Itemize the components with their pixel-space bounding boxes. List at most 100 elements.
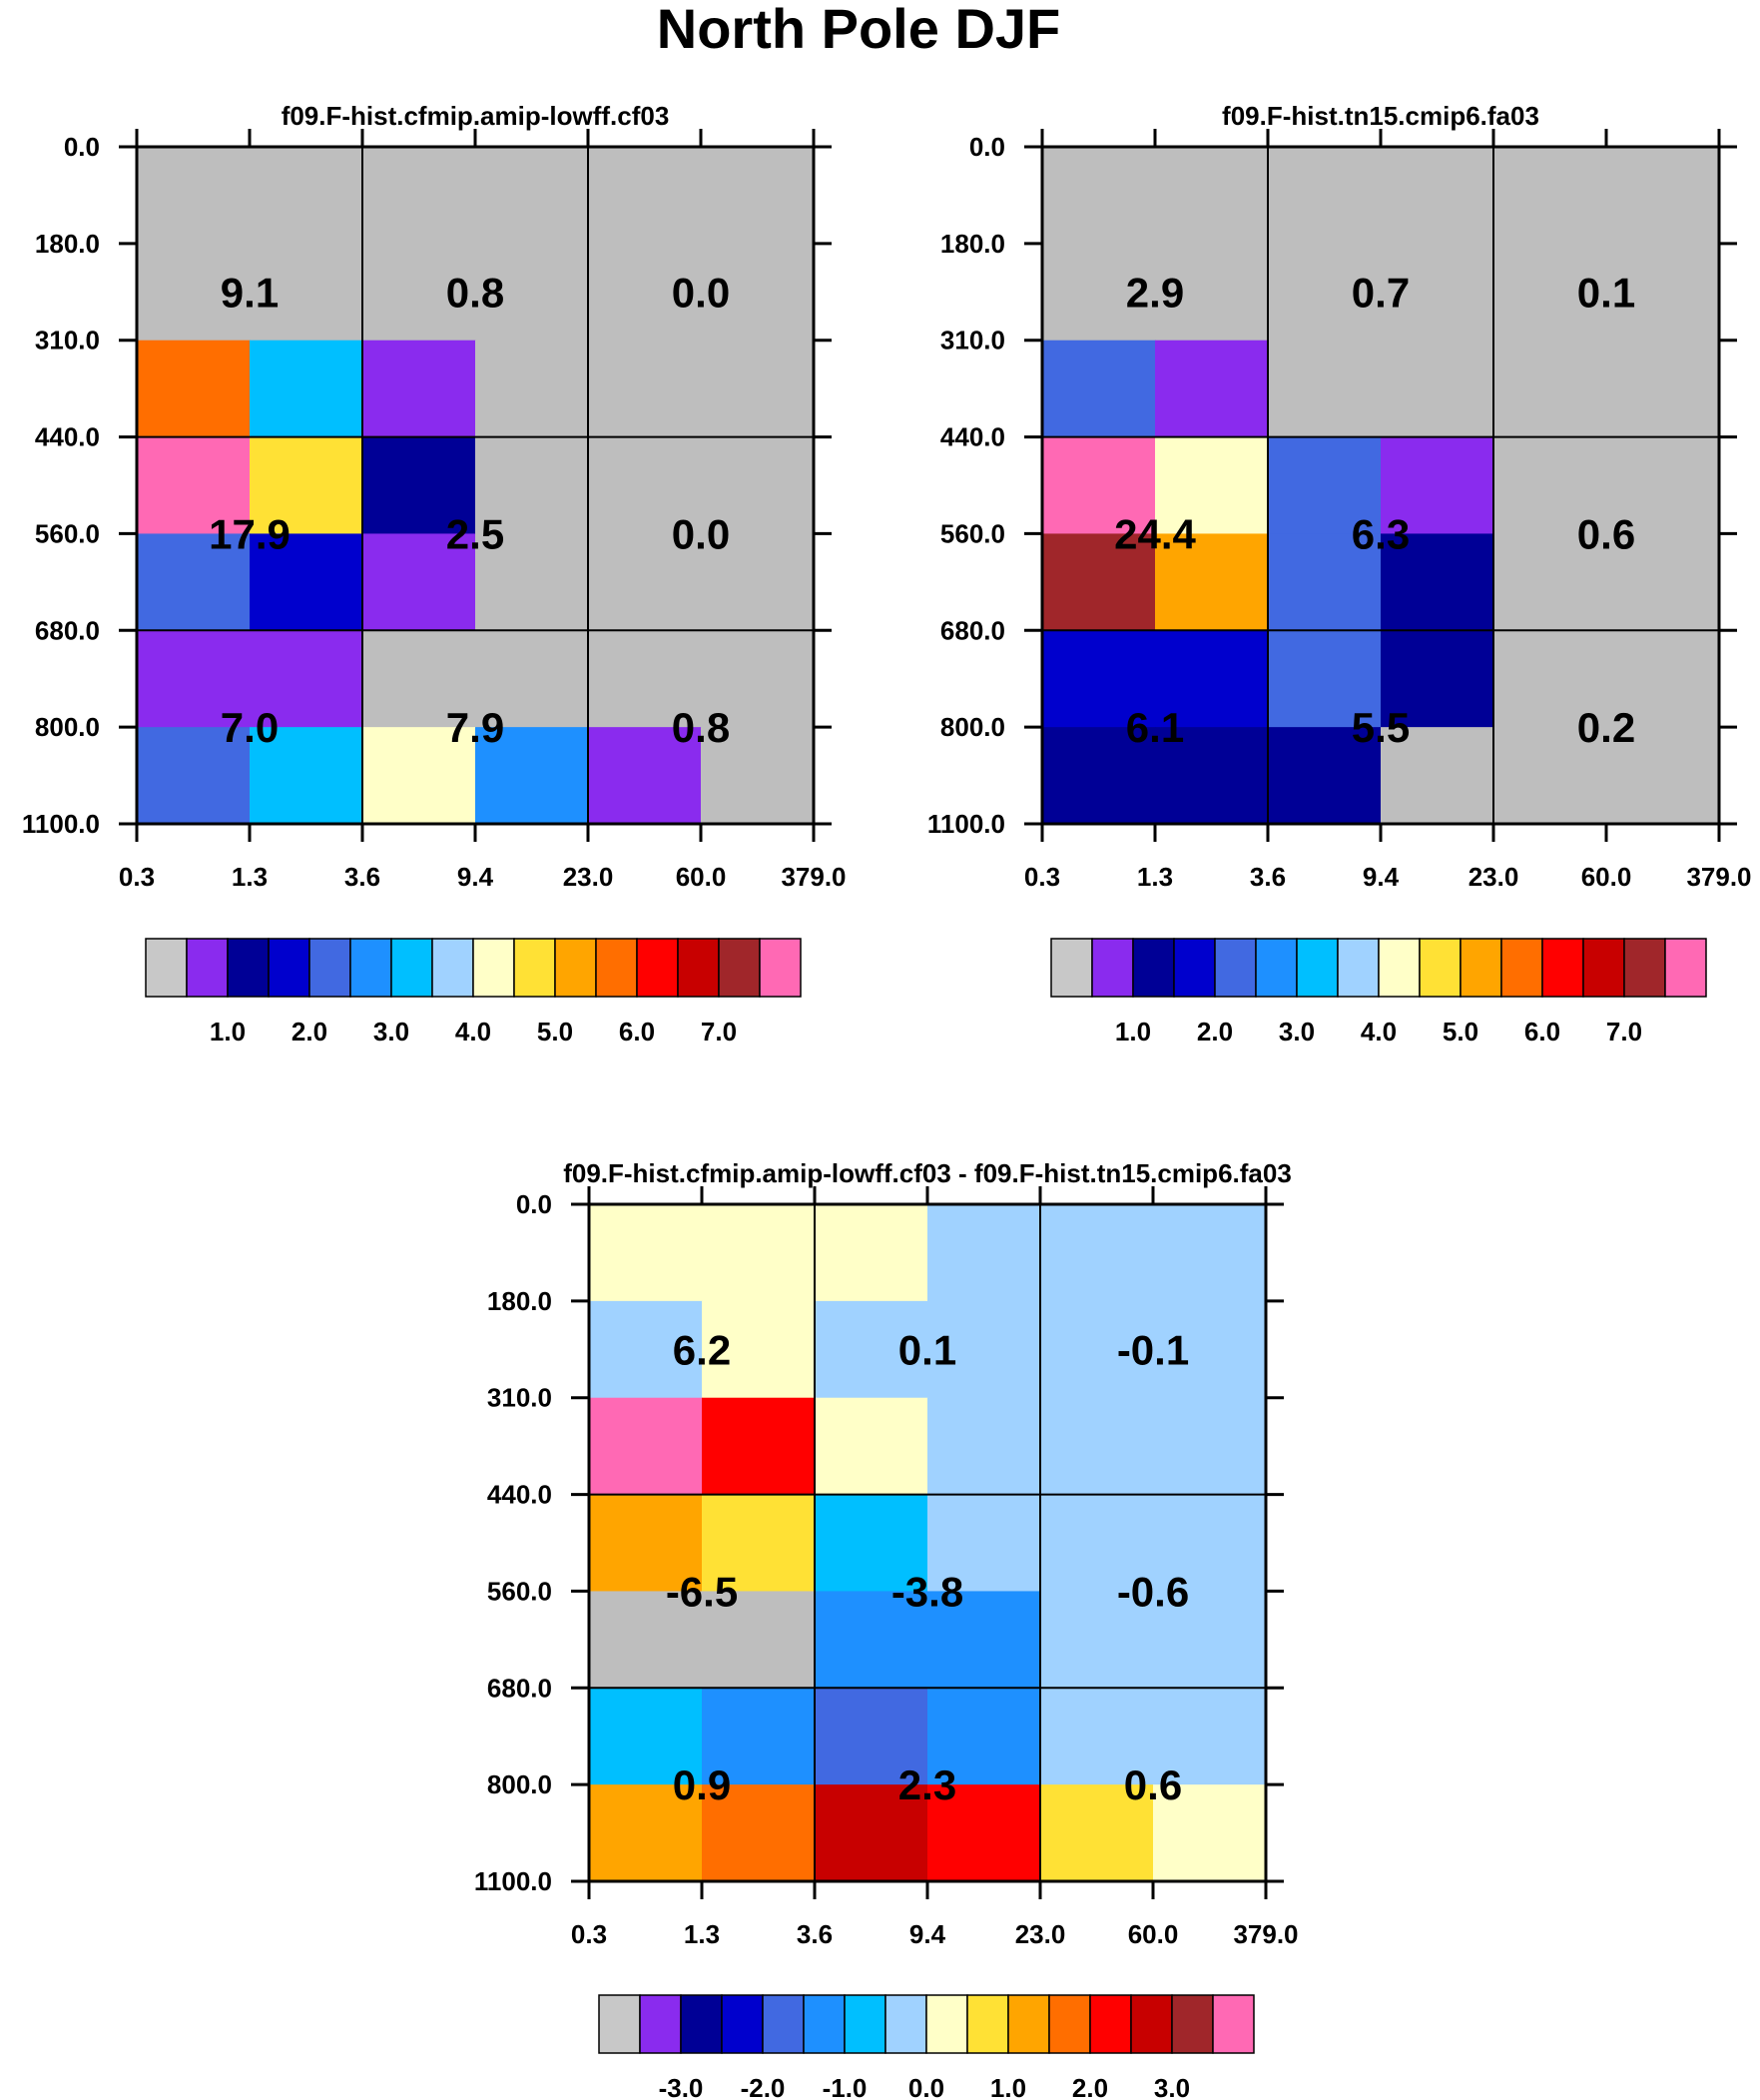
colorbar-label: 1.0: [990, 2073, 1026, 2100]
heatmap-cell: [701, 243, 815, 342]
y-tick-label: 440.0: [487, 1480, 552, 1510]
heatmap-cell: [362, 147, 476, 245]
panel-title: f09.F-hist.cfmip.amip-lowff.cf03 - f09.F…: [563, 1158, 1292, 1188]
heatmap-cell: [1381, 340, 1494, 438]
bin-value-label: 0.2: [1577, 704, 1635, 751]
heatmap-cell: [250, 727, 363, 825]
x-tick-label: 0.3: [1024, 862, 1060, 892]
heatmap-cell: [1493, 147, 1607, 245]
heatmap-cell: [1040, 1688, 1154, 1785]
bin-value-label: 2.9: [1126, 269, 1184, 316]
x-tick-label: 9.4: [1363, 862, 1400, 892]
colorbar-swatch: [598, 1994, 641, 2054]
heatmap-cell: [588, 533, 702, 631]
colorbar-swatch: [268, 938, 310, 998]
heatmap-cell: [475, 630, 589, 728]
heatmap-cell: [1153, 1688, 1267, 1785]
heatmap-cell: [815, 1688, 928, 1785]
heatmap-cell: [1268, 727, 1382, 825]
heatmap-cell: [701, 340, 815, 438]
panel-title: f09.F-hist.cfmip.amip-lowff.cf03: [282, 101, 670, 131]
heatmap-cell: [589, 1591, 703, 1689]
colorbar-swatch: [595, 938, 638, 998]
bin-value-label: -0.1: [1117, 1326, 1189, 1373]
colorbar-swatch: [759, 938, 802, 998]
colorbar-swatch: [966, 1994, 1009, 2054]
colorbar-label: -1.0: [823, 2073, 868, 2100]
heatmap-cell: [475, 533, 589, 631]
colorbar-swatch: [1214, 938, 1257, 998]
y-tick-label: 800.0: [35, 712, 100, 742]
colorbar-swatch: [145, 938, 188, 998]
colorbar-swatch: [1171, 1994, 1214, 2054]
heatmap-cell: [701, 727, 815, 825]
panel-1: f09.F-hist.cfmip.amip-lowff.cf03 0.0 180.0…: [22, 101, 847, 1047]
colorbar-swatch: [1050, 938, 1093, 998]
colorbar-label: 1.0: [1115, 1017, 1151, 1047]
y-tick-label: 440.0: [35, 422, 100, 452]
heatmap-cell: [1042, 533, 1156, 631]
heatmap-cell: [927, 1397, 1041, 1496]
colorbar-label: 2.0: [292, 1017, 327, 1047]
colorbar-swatch: [390, 938, 433, 998]
heatmap-cell: [1268, 147, 1382, 245]
heatmap-cell: [137, 340, 251, 438]
bin-value-label: 24.4: [1114, 510, 1196, 557]
colorbar-swatch: [636, 938, 679, 998]
heatmap-cell: [1042, 243, 1156, 342]
bin-value-label: 0.1: [1577, 269, 1635, 316]
colorbar-swatch: [884, 1994, 927, 2054]
heatmap-cell: [1268, 340, 1382, 438]
heatmap-cell: [137, 147, 251, 245]
x-tick-label: 23.0: [563, 862, 614, 892]
heatmap-cell: [362, 243, 476, 342]
colorbar-label: 6.0: [1524, 1017, 1560, 1047]
colorbar-swatch: [1500, 938, 1543, 998]
y-tick-label: 0.0: [969, 132, 1005, 162]
bin-value-label: 0.8: [446, 269, 504, 316]
heatmap-cell: [1381, 436, 1494, 535]
heatmap-cell: [475, 243, 589, 342]
heatmap-cell: [137, 436, 251, 535]
heatmap-cell: [1040, 1494, 1154, 1593]
panels: f09.F-hist.cfmip.amip-lowff.cf03 0.0 180.0…: [22, 101, 1752, 2100]
heatmap-cell: [475, 436, 589, 535]
heatmap-cell: [362, 533, 476, 631]
heatmap-cell: [475, 340, 589, 438]
x-tick-label: 23.0: [1015, 1919, 1066, 1949]
bin-value-label: -0.6: [1117, 1568, 1189, 1615]
heatmap-cell: [701, 533, 815, 631]
heatmap-cell: [1381, 243, 1494, 342]
colorbar-swatch: [1664, 938, 1707, 998]
heatmap-cell: [1153, 1204, 1267, 1302]
colorbar-label: 4.0: [1361, 1017, 1397, 1047]
heatmap-cell: [588, 243, 702, 342]
colorbar-swatch: [1130, 1994, 1173, 2054]
colorbar-swatch: [472, 938, 515, 998]
y-tick-label: 800.0: [487, 1769, 552, 1799]
colorbar-label: 3.0: [1154, 2073, 1190, 2100]
y-tick-label: 310.0: [487, 1383, 552, 1413]
x-tick-label: 60.0: [1128, 1919, 1179, 1949]
heatmap-cell: [702, 1494, 816, 1593]
heatmap-cell: [815, 1494, 928, 1593]
heatmap-cell: [250, 340, 363, 438]
y-tick-label: 1100.0: [22, 809, 100, 839]
heatmap-cell: [250, 243, 363, 342]
x-tick-label: 0.3: [119, 862, 155, 892]
heatmap-cell: [1381, 147, 1494, 245]
x-tick-label: 379.0: [781, 862, 846, 892]
heatmap-cell: [815, 1591, 928, 1689]
heatmap-cell: [927, 1591, 1041, 1689]
heatmap-cell: [1042, 727, 1156, 825]
colorbar-label: 3.0: [373, 1017, 409, 1047]
colorbar-swatch: [349, 938, 392, 998]
colorbar: 1.0 2.0 3.0 4.0 5.0 6.0 7.0: [1050, 938, 1707, 1047]
bin-value-label: 6.1: [1126, 704, 1184, 751]
bin-value-label: 6.3: [1352, 510, 1410, 557]
colorbar-swatch: [1132, 938, 1175, 998]
heatmap-cell: [137, 533, 251, 631]
heatmap-cell: [1155, 533, 1269, 631]
x-tick-label: 0.3: [571, 1919, 607, 1949]
